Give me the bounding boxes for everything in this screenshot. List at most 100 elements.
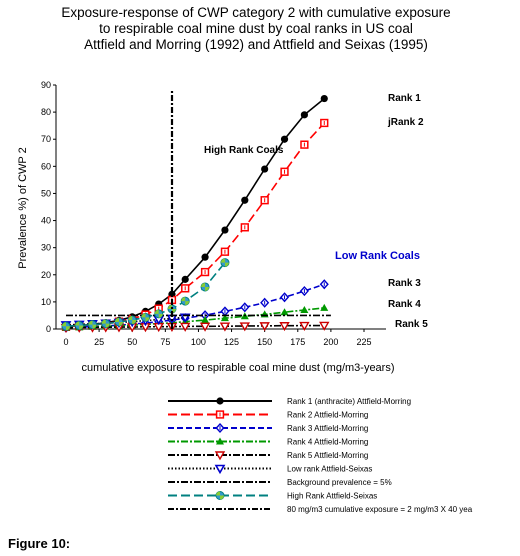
x-tick-label: 200 <box>323 337 338 347</box>
y-tick-label: 80 <box>41 107 51 117</box>
annotations: High Rank Coals Low Rank Coals Rank 1 jRank… <box>204 93 428 330</box>
data-point <box>240 223 249 232</box>
legend-label: Rank 2 Attfield-Morring <box>287 411 368 420</box>
legend-label: Rank 1 (anthracite) Attfield-Morring <box>287 397 411 406</box>
annotation-low-rank: Low Rank Coals <box>335 250 420 262</box>
y-tick-label: 30 <box>41 243 51 253</box>
data-point <box>300 306 309 314</box>
data-point <box>260 196 269 205</box>
legend-label: Rank 3 Attfield-Morring <box>287 424 368 433</box>
data-point <box>214 464 226 475</box>
legend-label: 80 mg/m3 cumulative exposure = 2 mg/m3 X… <box>287 505 473 514</box>
data-point <box>215 491 225 500</box>
legend-entry: Rank 2 Attfield-Morring <box>168 410 368 420</box>
data-point <box>214 451 226 461</box>
data-point <box>300 111 308 119</box>
x-tick-label: 75 <box>160 337 170 347</box>
data-point <box>215 422 225 434</box>
data-point <box>280 167 289 176</box>
data-point <box>220 314 229 322</box>
data-point <box>201 253 209 261</box>
x-tick-label: 50 <box>127 337 137 347</box>
data-point <box>261 165 269 173</box>
annotation-rank3: Rank 3 <box>388 278 421 289</box>
data-point <box>215 410 225 419</box>
data-point <box>279 292 290 303</box>
data-point <box>140 312 150 322</box>
figure-caption: Figure 10: <box>8 536 70 551</box>
y-tick-label: 50 <box>41 188 51 198</box>
data-point <box>74 320 84 330</box>
data-point <box>299 285 309 297</box>
legend-label: High Rank Attfield-Seixas <box>287 492 377 501</box>
data-point <box>239 322 251 332</box>
data-point <box>319 321 330 331</box>
data-point <box>279 322 290 332</box>
series-line <box>65 316 186 326</box>
series-line <box>65 262 226 328</box>
data-point <box>180 296 190 306</box>
x-axis-label: cumulative exposure to respirable coal m… <box>81 362 394 374</box>
data-point <box>179 322 191 332</box>
data-point <box>259 322 270 332</box>
data-point <box>181 284 190 293</box>
data-point <box>61 321 71 331</box>
series-layer <box>60 90 331 334</box>
title-line: Exposure-response of CWP category 2 with… <box>61 5 450 20</box>
data-point <box>299 321 310 332</box>
legend-entry: Rank 3 Attfield-Morring <box>168 422 368 434</box>
y-axis-label: Prevalence %) of CWP 2 <box>17 147 29 268</box>
title-line: to respirable coal mine dust by coal ran… <box>99 21 413 36</box>
legend-entry: Rank 5 Attfield-Morring <box>168 451 368 461</box>
legend-entry: 80 mg/m3 cumulative exposure = 2 mg/m3 X… <box>168 505 473 514</box>
y-tick-label: 70 <box>41 134 51 144</box>
axes <box>53 84 386 332</box>
data-point <box>101 319 111 329</box>
y-tick-label: 20 <box>41 270 51 280</box>
data-point <box>216 437 224 445</box>
annotation-rank2: jRank 2 <box>387 117 424 128</box>
data-point <box>241 196 249 204</box>
data-point <box>199 322 211 332</box>
data-point <box>127 315 137 325</box>
legend-entry: Rank 4 Attfield-Morring <box>168 437 368 447</box>
x-tick-label: 225 <box>356 337 371 347</box>
data-point <box>260 297 270 308</box>
annotation-high-rank: High Rank Coals <box>204 145 284 156</box>
y-tick-label: 60 <box>41 161 51 171</box>
series-2 <box>61 118 329 331</box>
legend-label: Background prevalence = 5% <box>287 478 392 487</box>
data-point <box>219 322 231 332</box>
series-line <box>65 97 325 328</box>
data-point <box>300 140 309 149</box>
series-line <box>65 283 325 329</box>
x-tick-label: 175 <box>290 337 305 347</box>
data-point <box>201 316 210 324</box>
annotation-rank4: Rank 4 <box>388 299 421 310</box>
chart-title: Exposure-response of CWP category 2 with… <box>61 5 450 52</box>
legend-entry: High Rank Attfield-Seixas <box>168 491 377 501</box>
legend-label: Low rank Attfield-Seixas <box>287 465 372 474</box>
annotation-rank5: Rank 5 <box>395 319 428 330</box>
data-point <box>320 118 329 128</box>
legend-entry: Low rank Attfield-Seixas <box>168 464 372 475</box>
tick-labels: 0 10 20 30 40 50 60 70 80 90 0 25 50 75 100 125 150 175 20… <box>41 80 372 347</box>
x-tick-label: 25 <box>94 337 104 347</box>
data-point <box>200 282 210 292</box>
data-point <box>200 267 210 277</box>
y-tick-label: 90 <box>41 80 51 90</box>
y-tick-label: 0 <box>46 324 51 334</box>
legend-entry: Rank 1 (anthracite) Attfield-Morring <box>168 397 411 406</box>
x-tick-label: 0 <box>63 337 68 347</box>
data-point <box>220 258 230 268</box>
data-point <box>240 302 250 313</box>
data-point <box>260 310 269 318</box>
title-line: Attfield and Morring (1992) and Attfield… <box>84 37 428 52</box>
data-point <box>181 275 189 283</box>
data-point <box>320 303 329 311</box>
y-tick-label: 40 <box>41 216 51 226</box>
annotation-rank1: Rank 1 <box>388 93 421 104</box>
data-point <box>154 309 164 319</box>
data-point <box>114 317 124 327</box>
